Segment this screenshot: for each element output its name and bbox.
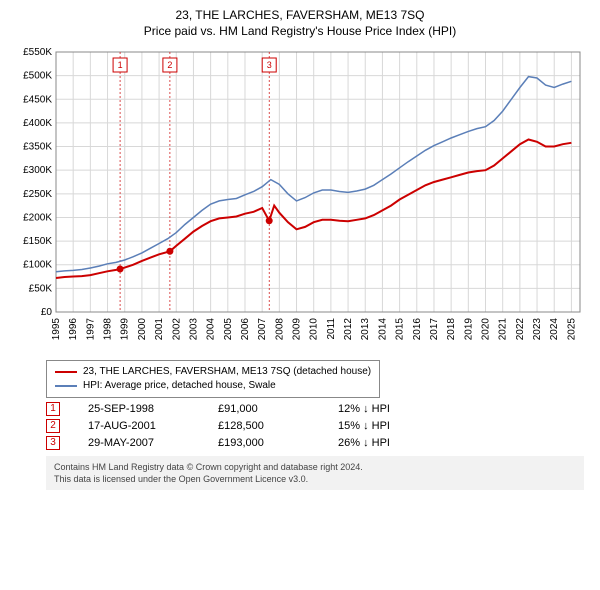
sale-marker-number: 1: [46, 402, 60, 416]
svg-text:£500K: £500K: [23, 71, 52, 82]
svg-text:£100K: £100K: [23, 260, 52, 271]
svg-text:2019: 2019: [463, 318, 474, 341]
svg-text:1: 1: [118, 60, 123, 70]
svg-text:2004: 2004: [206, 318, 217, 341]
attribution-line-1: Contains HM Land Registry data © Crown c…: [54, 461, 576, 473]
sale-price: £91,000: [218, 403, 338, 415]
sale-row: 2 17-AUG-2001£128,50015% ↓ HPI: [46, 419, 590, 433]
sale-date: 29-MAY-2007: [88, 437, 218, 449]
svg-text:2014: 2014: [377, 318, 388, 341]
svg-text:2015: 2015: [395, 318, 406, 341]
svg-text:2022: 2022: [515, 318, 526, 341]
svg-text:1995: 1995: [51, 318, 62, 341]
sale-hpi-diff: 15% ↓ HPI: [338, 420, 438, 432]
legend-label: 23, THE LARCHES, FAVERSHAM, ME13 7SQ (de…: [83, 365, 371, 379]
svg-text:2003: 2003: [188, 318, 199, 341]
sale-price: £193,000: [218, 437, 338, 449]
legend: 23, THE LARCHES, FAVERSHAM, ME13 7SQ (de…: [46, 360, 380, 398]
attribution: Contains HM Land Registry data © Crown c…: [46, 456, 584, 490]
svg-text:3: 3: [267, 60, 272, 70]
legend-label: HPI: Average price, detached house, Swal…: [83, 379, 276, 393]
svg-text:1997: 1997: [85, 318, 96, 341]
svg-text:£150K: £150K: [23, 236, 52, 247]
legend-item: 23, THE LARCHES, FAVERSHAM, ME13 7SQ (de…: [55, 365, 371, 379]
sale-hpi-diff: 26% ↓ HPI: [338, 437, 438, 449]
sale-marker-number: 3: [46, 436, 60, 450]
svg-text:2006: 2006: [240, 318, 251, 341]
svg-text:2008: 2008: [274, 318, 285, 341]
sale-hpi-diff: 12% ↓ HPI: [338, 403, 438, 415]
sales-table: 1 25-SEP-1998£91,00012% ↓ HPI 2 17-AUG-2001…: [10, 402, 590, 450]
svg-text:£250K: £250K: [23, 189, 52, 200]
svg-text:£200K: £200K: [23, 212, 52, 223]
svg-text:2021: 2021: [498, 318, 509, 341]
svg-text:2023: 2023: [532, 318, 543, 341]
svg-text:2010: 2010: [309, 318, 320, 341]
svg-text:2000: 2000: [137, 318, 148, 341]
svg-text:£50K: £50K: [29, 283, 53, 294]
svg-text:2: 2: [167, 60, 172, 70]
legend-swatch: [55, 371, 77, 373]
sale-date: 17-AUG-2001: [88, 420, 218, 432]
svg-text:2007: 2007: [257, 318, 268, 341]
svg-text:2024: 2024: [549, 318, 560, 341]
svg-text:2025: 2025: [566, 318, 577, 341]
svg-text:2001: 2001: [154, 318, 165, 341]
svg-text:£350K: £350K: [23, 142, 52, 153]
svg-text:£300K: £300K: [23, 165, 52, 176]
attribution-line-2: This data is licensed under the Open Gov…: [54, 473, 576, 485]
svg-text:2009: 2009: [292, 318, 303, 341]
svg-text:2012: 2012: [343, 318, 354, 341]
svg-text:2005: 2005: [223, 318, 234, 341]
legend-swatch: [55, 385, 77, 387]
sale-row: 1 25-SEP-1998£91,00012% ↓ HPI: [46, 402, 590, 416]
svg-text:2013: 2013: [360, 318, 371, 341]
sale-row: 3 29-MAY-2007£193,00026% ↓ HPI: [46, 436, 590, 450]
sale-date: 25-SEP-1998: [88, 403, 218, 415]
svg-text:2002: 2002: [171, 318, 182, 341]
svg-text:£0: £0: [41, 307, 53, 318]
svg-text:£400K: £400K: [23, 118, 52, 129]
title-line-2: Price paid vs. HM Land Registry's House …: [10, 24, 590, 38]
svg-text:2020: 2020: [481, 318, 492, 341]
svg-text:2017: 2017: [429, 318, 440, 341]
svg-text:£450K: £450K: [23, 94, 52, 105]
svg-text:1998: 1998: [103, 318, 114, 341]
svg-text:1999: 1999: [120, 318, 131, 341]
price-chart: £0 £50K £100K £150K £200K £250K £300K £350K £400…: [10, 44, 590, 354]
svg-text:£550K: £550K: [23, 47, 52, 58]
svg-text:2011: 2011: [326, 318, 337, 340]
legend-item: HPI: Average price, detached house, Swal…: [55, 379, 371, 393]
svg-text:1996: 1996: [68, 318, 79, 341]
svg-text:2016: 2016: [412, 318, 423, 341]
sale-price: £128,500: [218, 420, 338, 432]
svg-text:2018: 2018: [446, 318, 457, 341]
title-line-1: 23, THE LARCHES, FAVERSHAM, ME13 7SQ: [10, 8, 590, 22]
sale-marker-number: 2: [46, 419, 60, 433]
